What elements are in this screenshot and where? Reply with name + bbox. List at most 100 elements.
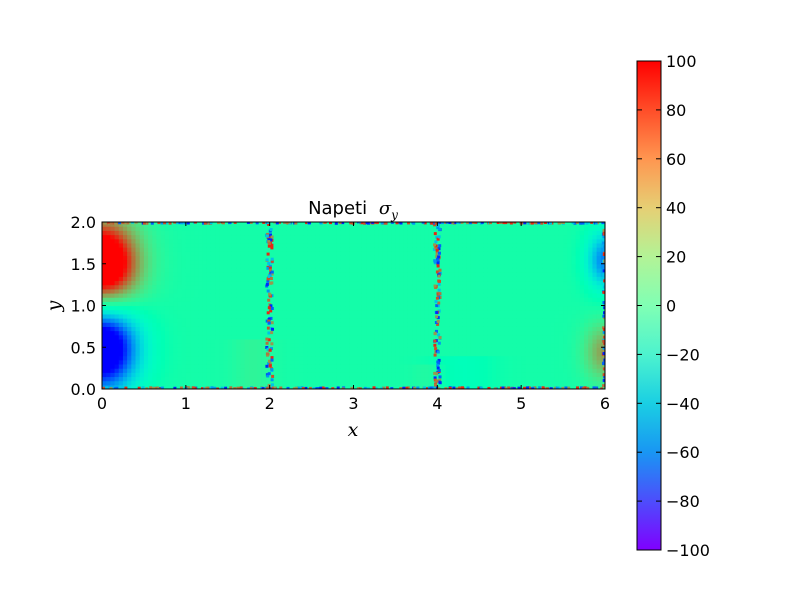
heatmap-cell [382,280,388,286]
heatmap-cell [219,322,225,327]
heatmap-cell [508,372,514,378]
heatmap-cell [387,226,392,231]
heatmap-cell [181,288,187,294]
heatmap-cell [504,238,510,244]
heatmap-cell [584,267,589,273]
heatmap-cell [399,234,405,240]
heatmap-cell [303,276,308,282]
heatmap-cell [533,326,539,332]
heatmap-cell [454,334,459,340]
heatmap-cell [378,376,384,382]
heatmap-cell [370,334,376,340]
heatmap-cell [445,276,451,282]
heatmap-cell [433,301,438,307]
heatmap-cell [206,355,212,361]
heatmap-cell [169,330,174,336]
heatmap-cell [299,259,304,265]
heatmap-cell [198,242,204,248]
heatmap-cell [525,238,531,244]
heatmap-cell [554,330,560,336]
heatmap-speckle [265,234,269,238]
heatmap-cell [143,305,149,311]
heatmap-cell [563,255,568,261]
heatmap-cell [345,247,350,252]
heatmap-cell [496,351,501,357]
heatmap-cell [135,255,141,261]
heatmap-cell [542,363,547,369]
heatmap-cell [504,292,510,298]
heatmap-cell [462,301,468,307]
heatmap-cell [403,322,409,327]
heatmap-cell [479,242,485,248]
heatmap-cell [215,242,220,248]
heatmap-cell [387,288,392,294]
heatmap-cell [173,376,179,382]
heatmap-cell [483,280,489,286]
heatmap-cell [219,338,225,344]
heatmap-cell [412,326,417,332]
heatmap-cell [311,234,317,240]
heatmap-cell [428,301,434,307]
heatmap-cell [378,326,384,332]
heatmap-cell [114,359,120,365]
heatmap-cell [508,247,514,252]
heatmap-cell [219,222,225,227]
heatmap-cell [164,263,170,269]
heatmap-cell [516,351,522,357]
heatmap-cell [361,326,367,332]
heatmap-cell [122,276,128,282]
heatmap-cell [164,288,170,294]
heatmap-cell [500,313,505,319]
heatmap-cell [198,338,204,344]
heatmap-cell [328,238,334,244]
heatmap-cell [537,247,543,252]
heatmap-cell [164,334,170,340]
heatmap-cell [231,301,237,307]
heatmap-cell [579,372,585,378]
heatmap-cell [579,226,585,231]
heatmap-cell [441,267,447,273]
heatmap-cell [349,263,355,269]
heatmap-cell [407,384,413,389]
heatmap-cell [143,384,149,389]
heatmap-cell [152,355,158,361]
heatmap-cell [403,284,409,290]
heatmap-cell [525,234,531,240]
heatmap-cell [319,288,325,294]
heatmap-cell [248,251,254,256]
heatmap-cell [387,380,392,386]
heatmap-cell [122,347,128,353]
heatmap-cell [353,288,359,294]
heatmap-cell [143,372,149,378]
heatmap-cell [554,247,560,252]
heatmap-cell [190,343,195,348]
heatmap-cell [378,238,384,244]
heatmap-cell [198,363,204,369]
heatmap-cell [332,359,338,365]
heatmap-cell [516,242,522,248]
heatmap-cell [340,297,346,302]
heatmap-cell [445,368,451,373]
heatmap-cell [299,255,304,261]
heatmap-cell [156,347,162,353]
heatmap-cell [546,343,552,348]
heatmap-cell [470,263,476,269]
heatmap-cell [294,368,300,373]
heatmap-cell [357,368,363,373]
heatmap-cell [571,326,577,332]
heatmap-cell [458,272,464,277]
heatmap-cell [596,330,602,336]
heatmap-cell [286,226,292,231]
heatmap-cell [521,359,526,365]
heatmap-cell [152,288,158,294]
heatmap-speckle [435,304,439,308]
heatmap-cell [374,363,380,369]
heatmap-cell [374,338,380,344]
heatmap-cell [206,347,212,353]
heatmap-cell [219,301,225,307]
heatmap-cell [173,276,179,282]
heatmap-cell [114,380,120,386]
heatmap-cell [106,309,111,315]
heatmap-cell [139,288,145,294]
heatmap-cell [307,368,313,373]
